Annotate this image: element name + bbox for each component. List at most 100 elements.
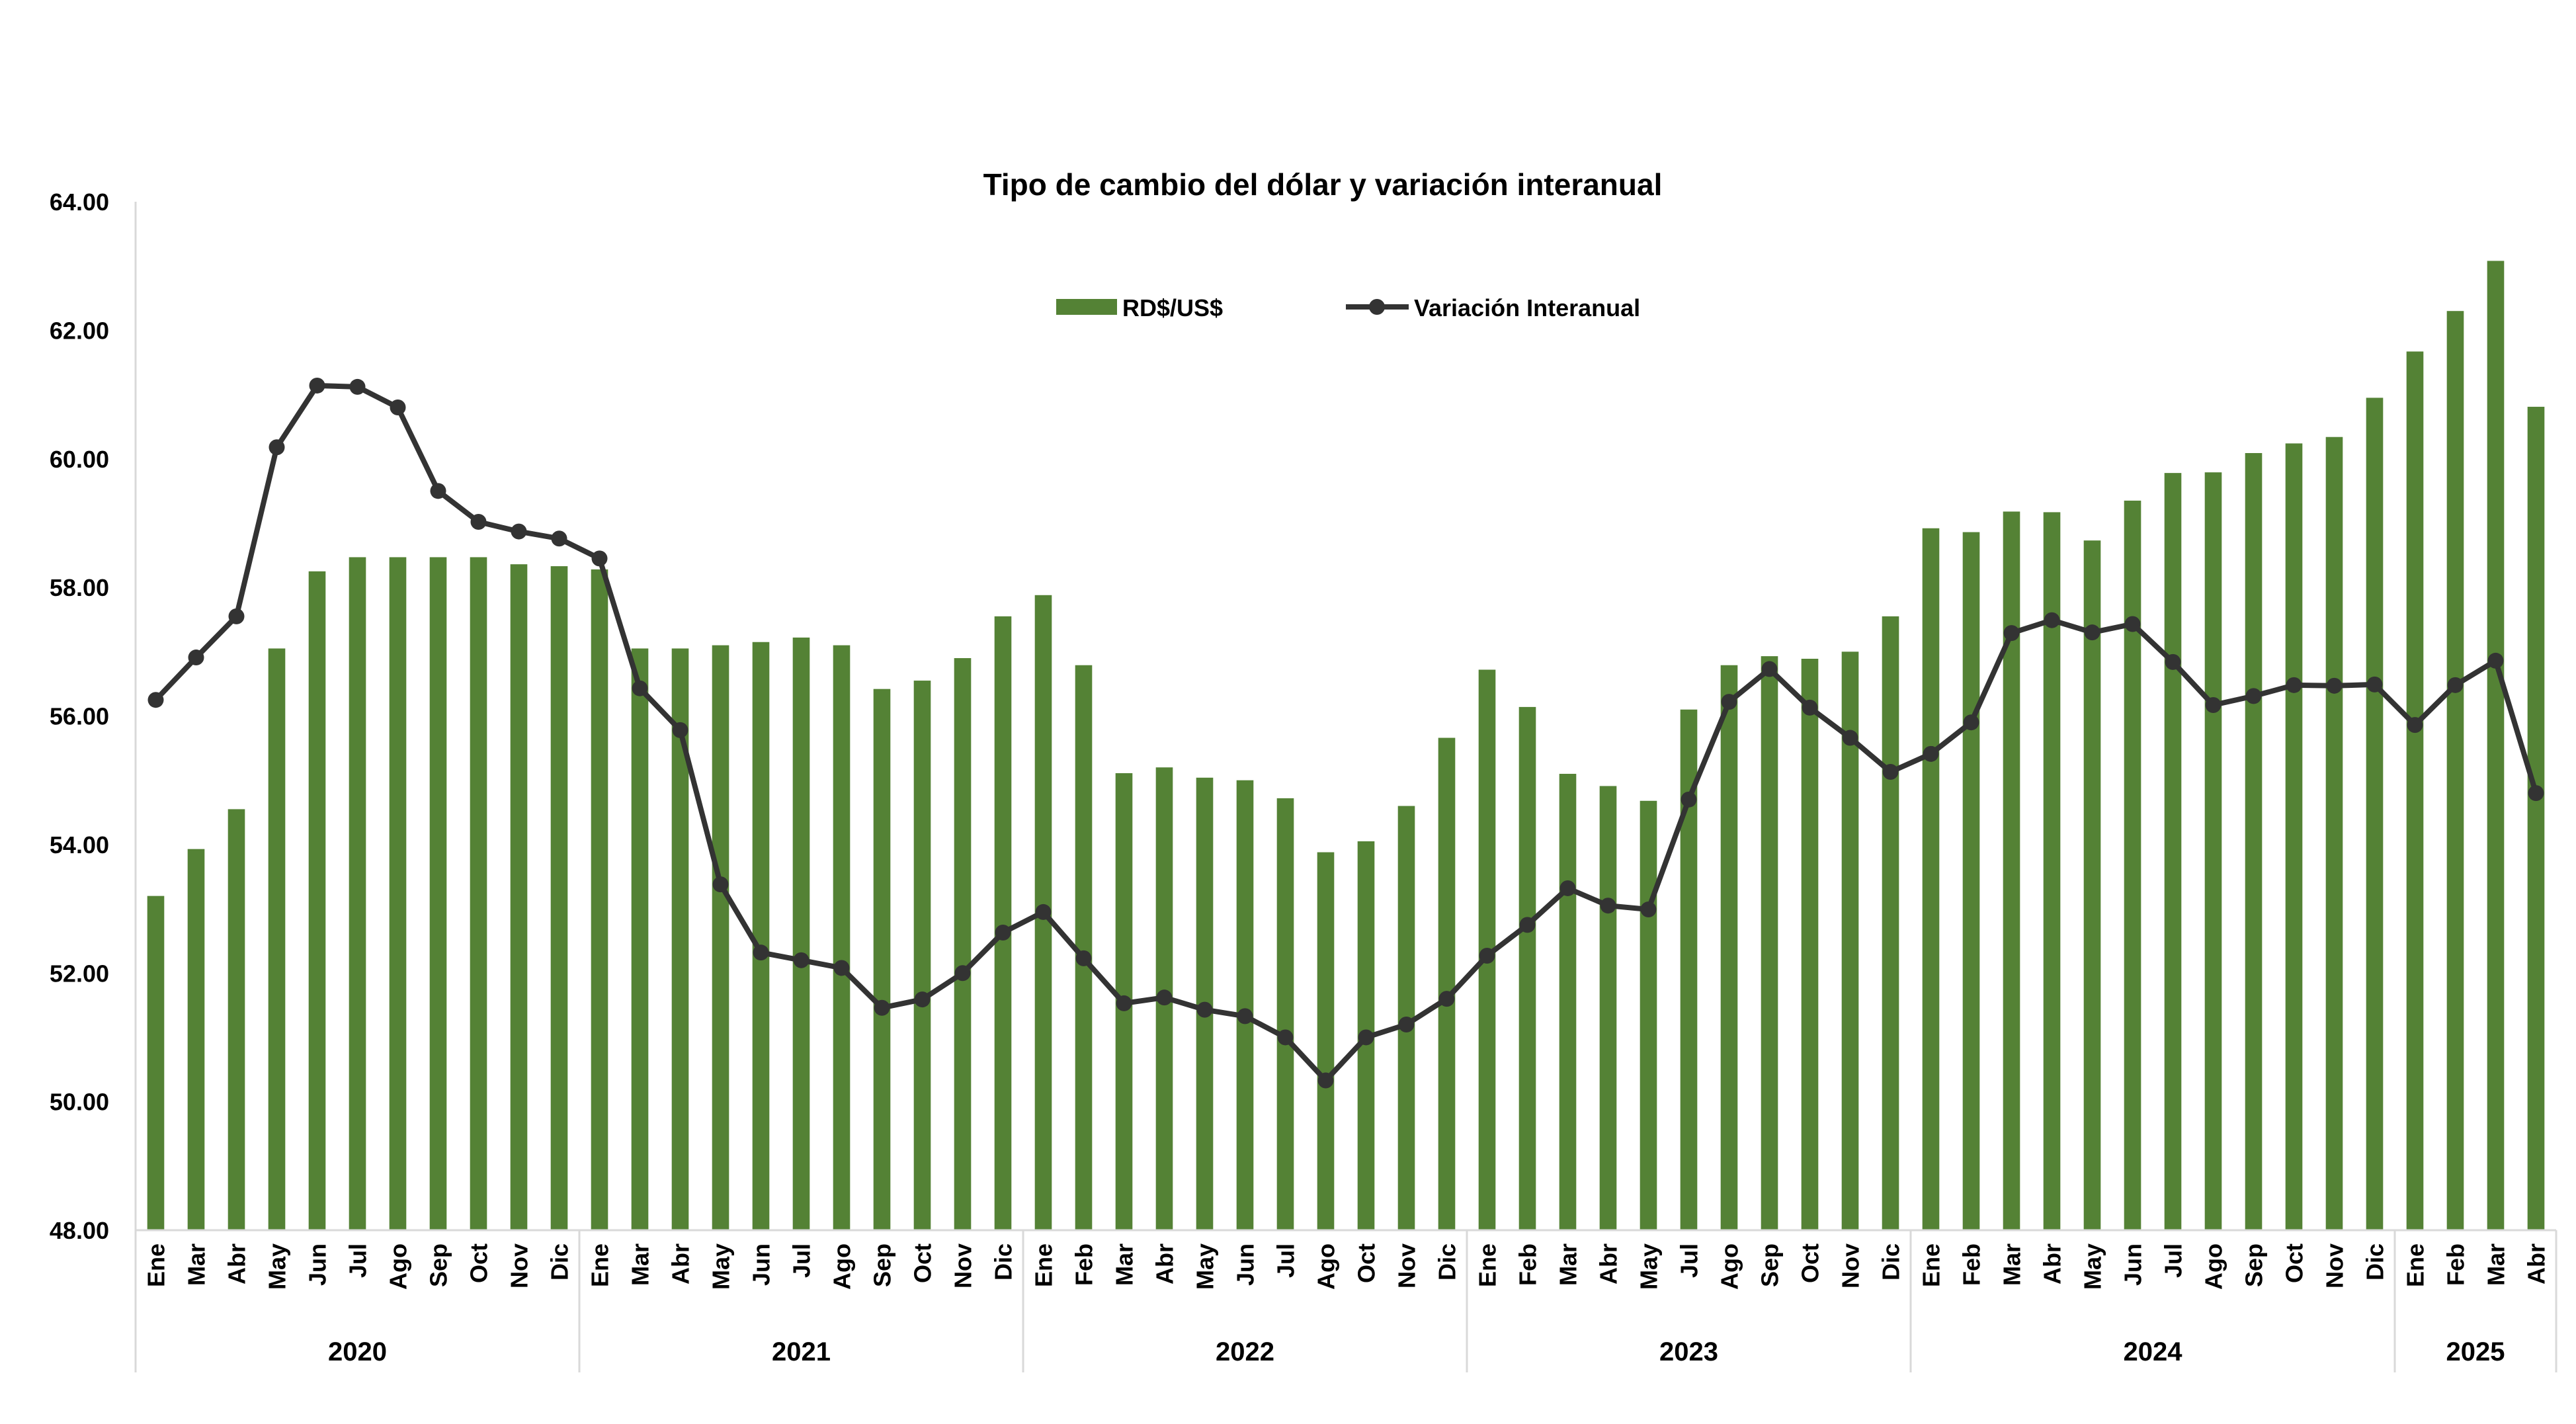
line-point <box>1681 791 1697 808</box>
bar <box>187 849 205 1230</box>
line-point <box>1358 1029 1374 1046</box>
x-tick-label: Oct <box>2281 1243 2308 1283</box>
bar <box>792 637 810 1230</box>
line-point <box>1237 1008 1253 1025</box>
line-point <box>1519 917 1536 933</box>
x-tick-label: Jul <box>1676 1243 1703 1278</box>
line-point <box>2528 785 2544 802</box>
x-tick-label: Abr <box>2039 1243 2066 1284</box>
bar <box>2366 398 2384 1230</box>
line-point <box>2286 677 2302 693</box>
bar <box>550 566 568 1230</box>
bar <box>1236 780 1254 1230</box>
x-tick-label: Abr <box>224 1243 251 1284</box>
bar <box>873 689 891 1230</box>
x-tick-label: Mar <box>183 1243 210 1286</box>
x-tick-label: Ene <box>1474 1243 1501 1287</box>
x-tick-label: Ago <box>2200 1243 2227 1290</box>
line-point <box>1802 699 1818 716</box>
x-tick-label: Mar <box>1555 1243 1582 1286</box>
bar-series <box>147 261 2545 1231</box>
bar <box>2083 540 2101 1230</box>
bar <box>1640 800 1657 1230</box>
x-tick-label: Sep <box>869 1243 896 1287</box>
line-point <box>1559 880 1576 896</box>
line-point <box>793 952 810 968</box>
bar <box>1518 706 1536 1230</box>
line-point <box>1882 764 1899 780</box>
bar <box>833 645 851 1230</box>
year-label: 2025 <box>2446 1337 2505 1366</box>
bar <box>913 681 931 1230</box>
bar <box>1882 616 1899 1230</box>
bar <box>1801 659 1819 1230</box>
year-label: 2020 <box>328 1337 387 1366</box>
line-point <box>2044 612 2060 628</box>
x-tick-label: Abr <box>667 1243 694 1284</box>
x-tick-label: Ene <box>1918 1243 1945 1287</box>
line-point <box>632 680 648 696</box>
bar <box>349 557 366 1230</box>
x-tick-label: May <box>708 1243 735 1290</box>
y-tick-label: 50.00 <box>50 1089 109 1116</box>
x-tick-label: Dic <box>990 1243 1017 1280</box>
bar <box>631 648 649 1230</box>
bar <box>954 658 972 1230</box>
y-tick-label: 54.00 <box>50 831 109 859</box>
x-tick-label: Oct <box>1797 1243 1824 1283</box>
line-point <box>712 876 729 893</box>
bar <box>2325 437 2343 1230</box>
bar <box>2446 311 2464 1230</box>
bar <box>2124 500 2141 1230</box>
bar <box>1559 773 1577 1230</box>
x-tick-label: Oct <box>466 1243 493 1283</box>
bar <box>752 642 770 1230</box>
bar <box>2245 453 2263 1230</box>
x-tick-label: Abr <box>2523 1243 2550 1284</box>
line-point <box>1761 661 1778 677</box>
x-axis: Ene Mar Abr May Jun Jul Ago Sep Oct Nov Dic Ene Mar A… <box>134 1229 2557 1372</box>
line-point <box>2205 696 2222 713</box>
bar <box>2204 472 2222 1230</box>
x-tick-label: Feb <box>2442 1243 2470 1286</box>
line-point <box>470 513 487 530</box>
line-point <box>1640 901 1657 918</box>
line-point <box>2366 676 2383 692</box>
line-point <box>1479 948 1495 964</box>
line-point <box>672 722 688 738</box>
x-tick-label: Ago <box>1313 1243 1340 1290</box>
x-tick-label: May <box>1192 1243 1219 1290</box>
x-tick-label: Ene <box>587 1243 614 1287</box>
x-tick-label: Jun <box>1232 1243 1259 1286</box>
x-tick-label: Mar <box>1111 1243 1138 1286</box>
line-point <box>2165 653 2181 670</box>
line-point <box>2084 624 2100 641</box>
line-point <box>2245 688 2262 704</box>
line-point <box>1721 694 1737 710</box>
line-point <box>1398 1017 1415 1032</box>
line-point <box>2407 717 2423 733</box>
line-point <box>874 999 890 1016</box>
bar <box>2527 407 2545 1231</box>
line-point <box>188 649 204 666</box>
bar <box>2406 351 2424 1230</box>
y-tick-label: 52.00 <box>50 960 109 987</box>
line-point <box>1277 1029 1294 1046</box>
x-tick-label: Jul <box>788 1243 815 1278</box>
line-point <box>309 377 325 394</box>
bar <box>1922 528 1940 1230</box>
x-tick-label: Mar <box>1999 1243 2026 1286</box>
bar <box>2487 261 2505 1231</box>
bar <box>228 809 245 1230</box>
line-point <box>1923 745 1939 762</box>
x-tick-label: Sep <box>1757 1243 1784 1287</box>
chart-title: Tipo de cambio del dólar y variación int… <box>983 167 1663 202</box>
x-tick-label: Nov <box>506 1243 533 1288</box>
x-tick-label: Dic <box>1434 1243 1461 1280</box>
legend-label-line-series: Variación Interanual <box>1414 294 1640 321</box>
x-tick-label: Ago <box>1716 1243 1743 1290</box>
bar <box>389 557 407 1230</box>
x-tick-label: May <box>264 1243 291 1290</box>
line-point <box>349 378 366 395</box>
